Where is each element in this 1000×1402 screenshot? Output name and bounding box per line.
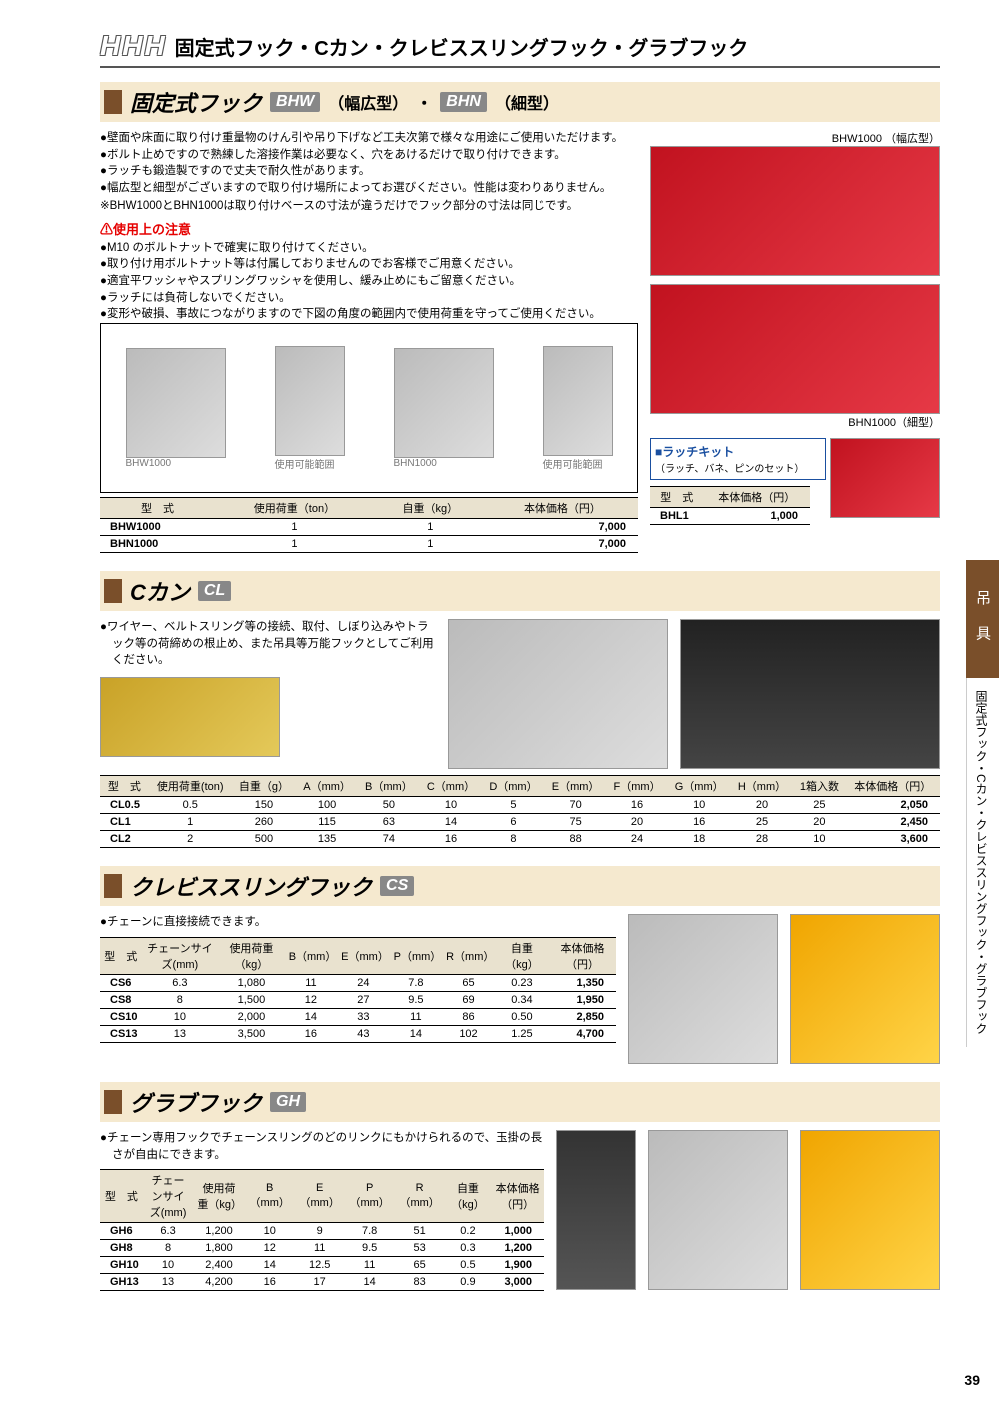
page-title-bar: HHH 固定式フック・Cカン・クレビススリングフック・グラブフック (100, 30, 940, 68)
gh-tag: GH (270, 1092, 306, 1112)
kit-table: 型 式本体価格（円） BHL11,000 (650, 486, 810, 525)
table-row: CS13133,5001643141021.254,700 (100, 1025, 616, 1042)
section-header-bhw: 固定式フック BHW （幅広型） ・ BHN （細型） (100, 82, 940, 122)
cs-name: クレビススリングフック (130, 870, 372, 902)
table-row: CL0.50.51501005010570161020252,050 (100, 797, 940, 814)
bullet: 変形や破損、事故につながりますので下図の角度の範囲内で使用荷重を守ってご使用くだ… (100, 306, 638, 323)
gh-product-image (800, 1130, 940, 1290)
table-row: GH13134,200161714830.93,000 (100, 1274, 544, 1291)
section-cs: クレビススリングフック CS チェーンに直接接続できます。 型 式チェーンサイズ… (100, 866, 940, 1064)
page-title: 固定式フック・Cカン・クレビススリングフック・グラブフック (175, 32, 749, 61)
bhw-name: 固定式フック (130, 86, 262, 118)
table-row: BHN1000117,000 (100, 536, 638, 553)
side-tab-sub: 固定式フック・Cカン・クレビススリングフック・グラブフック (966, 678, 996, 1047)
kit-image (830, 438, 940, 518)
bhw-tag1sub: （幅広型） (328, 90, 408, 114)
table-row: CL112601156314675201625202,450 (100, 814, 940, 831)
section-header-gh: グラブフック GH (100, 1082, 940, 1122)
cl-photo (680, 619, 940, 769)
bullet: 適宜平ワッシャやスプリングワッシャを使用し、緩み止めにもご留意ください。 (100, 273, 638, 290)
product-image-bhn (650, 284, 940, 414)
bhw-table: 型 式 使用荷重（ton） 自重（kg） 本体価格（円） BHW1000117,… (100, 497, 638, 553)
kit-box: ■ラッチキット （ラッチ、バネ、ピンのセット） (650, 438, 826, 480)
table-row: GH66.31,2001097.8510.21,000 (100, 1223, 544, 1240)
bhw-tag2: BHN (440, 92, 487, 112)
bullet: ワイヤー、ベルトスリング等の接続、取付、しぼり込みやトラック等の荷締めの根止め、… (100, 619, 436, 669)
cl-table: 型 式使用荷重(ton)自重（g）A（mm）B（mm）C（mm）D（mm）E（m… (100, 775, 940, 848)
table-row: BHW1000117,000 (100, 519, 638, 536)
section-header-cs: クレビススリングフック CS (100, 866, 940, 906)
gh-diagram (648, 1130, 788, 1290)
brand-logo: HHH (100, 30, 167, 62)
table-row: CS10102,000143311860.502,850 (100, 1008, 616, 1025)
warn-head: ⚠使用上の注意 (100, 219, 638, 238)
bullet: 幅広型と細型がございますので取り付け場所によってお選びください。性能は変わりあり… (100, 180, 638, 197)
section-cl: Cカン CL ワイヤー、ベルトスリング等の接続、取付、しぼり込みやトラック等の荷… (100, 571, 940, 848)
page-number: 39 (964, 1372, 980, 1388)
cs-product-image (790, 914, 940, 1064)
bullet: ラッチも鍛造製ですので丈夫で耐久性があります。 (100, 163, 638, 180)
bhw-tag2sub: （細型） (495, 90, 559, 114)
gh-table: 型 式チェーンサイズ(mm)使用荷重（kg）B（mm）E（mm）P（mm）R（m… (100, 1169, 544, 1291)
table-row: CS881,50012279.5690.341,950 (100, 991, 616, 1008)
section-header-cl: Cカン CL (100, 571, 940, 611)
cl-product-image (100, 677, 280, 757)
bullet: 壁面や床面に取り付け重量物のけん引や吊り下げなど工夫次第で様々な用途にご使用いた… (100, 130, 638, 147)
bhw-tag1: BHW (270, 92, 320, 112)
bullet: チェーンに直接接続できます。 (100, 914, 616, 931)
table-row: GH881,80012119.5530.31,200 (100, 1240, 544, 1257)
section-bhw: 固定式フック BHW （幅広型） ・ BHN （細型） 壁面や床面に取り付け重量… (100, 82, 940, 553)
side-tab-category: 吊 具 (966, 560, 999, 678)
img-label-b: BHN1000（細型） (650, 414, 940, 430)
bullet: ラッチには負荷しないでください。 (100, 290, 638, 307)
cs-table: 型 式チェーンサイズ(mm)使用荷重（kg）B（mm）E（mm）P（mm）R（m… (100, 937, 616, 1043)
table-row: CS66.31,08011247.8650.231,350 (100, 974, 616, 991)
bullet: ボルト止めですので熟練した溶接作業は必要なく、穴をあけるだけで取り付けできます。 (100, 147, 638, 164)
bhw-diagram: BHW1000 使用可能範囲 BHN1000 使用可能範囲 (100, 323, 638, 493)
bullet: チェーン専用フックでチェーンスリングのどのリンクにもかけられるので、玉掛の長さが… (100, 1130, 544, 1163)
table-row: CL225001357416888241828103,600 (100, 831, 940, 848)
cl-tag: CL (198, 581, 231, 601)
bullet: M10 のボルトナットで確実に取り付けてください。 (100, 240, 638, 257)
cs-tag: CS (380, 876, 414, 896)
bhw-note: ※BHW1000とBHN1000は取り付けベースの寸法が違うだけでフック部分の寸… (100, 197, 638, 213)
gh-chain-image (556, 1130, 636, 1290)
bhw-warns: M10 のボルトナットで確実に取り付けてください。 取り付け用ボルトナット等は付… (100, 240, 638, 323)
bullet: 取り付け用ボルトナット等は付属しておりませんのでお客様でご用意ください。 (100, 256, 638, 273)
cl-name: Cカン (130, 575, 190, 607)
product-image-bhw (650, 146, 940, 276)
side-tab: 吊 具 固定式フック・Cカン・クレビススリングフック・グラブフック (966, 560, 1000, 1047)
gh-name: グラブフック (130, 1086, 262, 1118)
cl-diagram (448, 619, 668, 769)
bhw-bullets: 壁面や床面に取り付け重量物のけん引や吊り下げなど工夫次第で様々な用途にご使用いた… (100, 130, 638, 197)
img-label-a: BHW1000 （幅広型） (650, 130, 940, 146)
section-gh: グラブフック GH チェーン専用フックでチェーンスリングのどのリンクにもかけられ… (100, 1082, 940, 1291)
cs-diagram (628, 914, 778, 1064)
table-row: GH10102,4001412.511650.51,900 (100, 1257, 544, 1274)
